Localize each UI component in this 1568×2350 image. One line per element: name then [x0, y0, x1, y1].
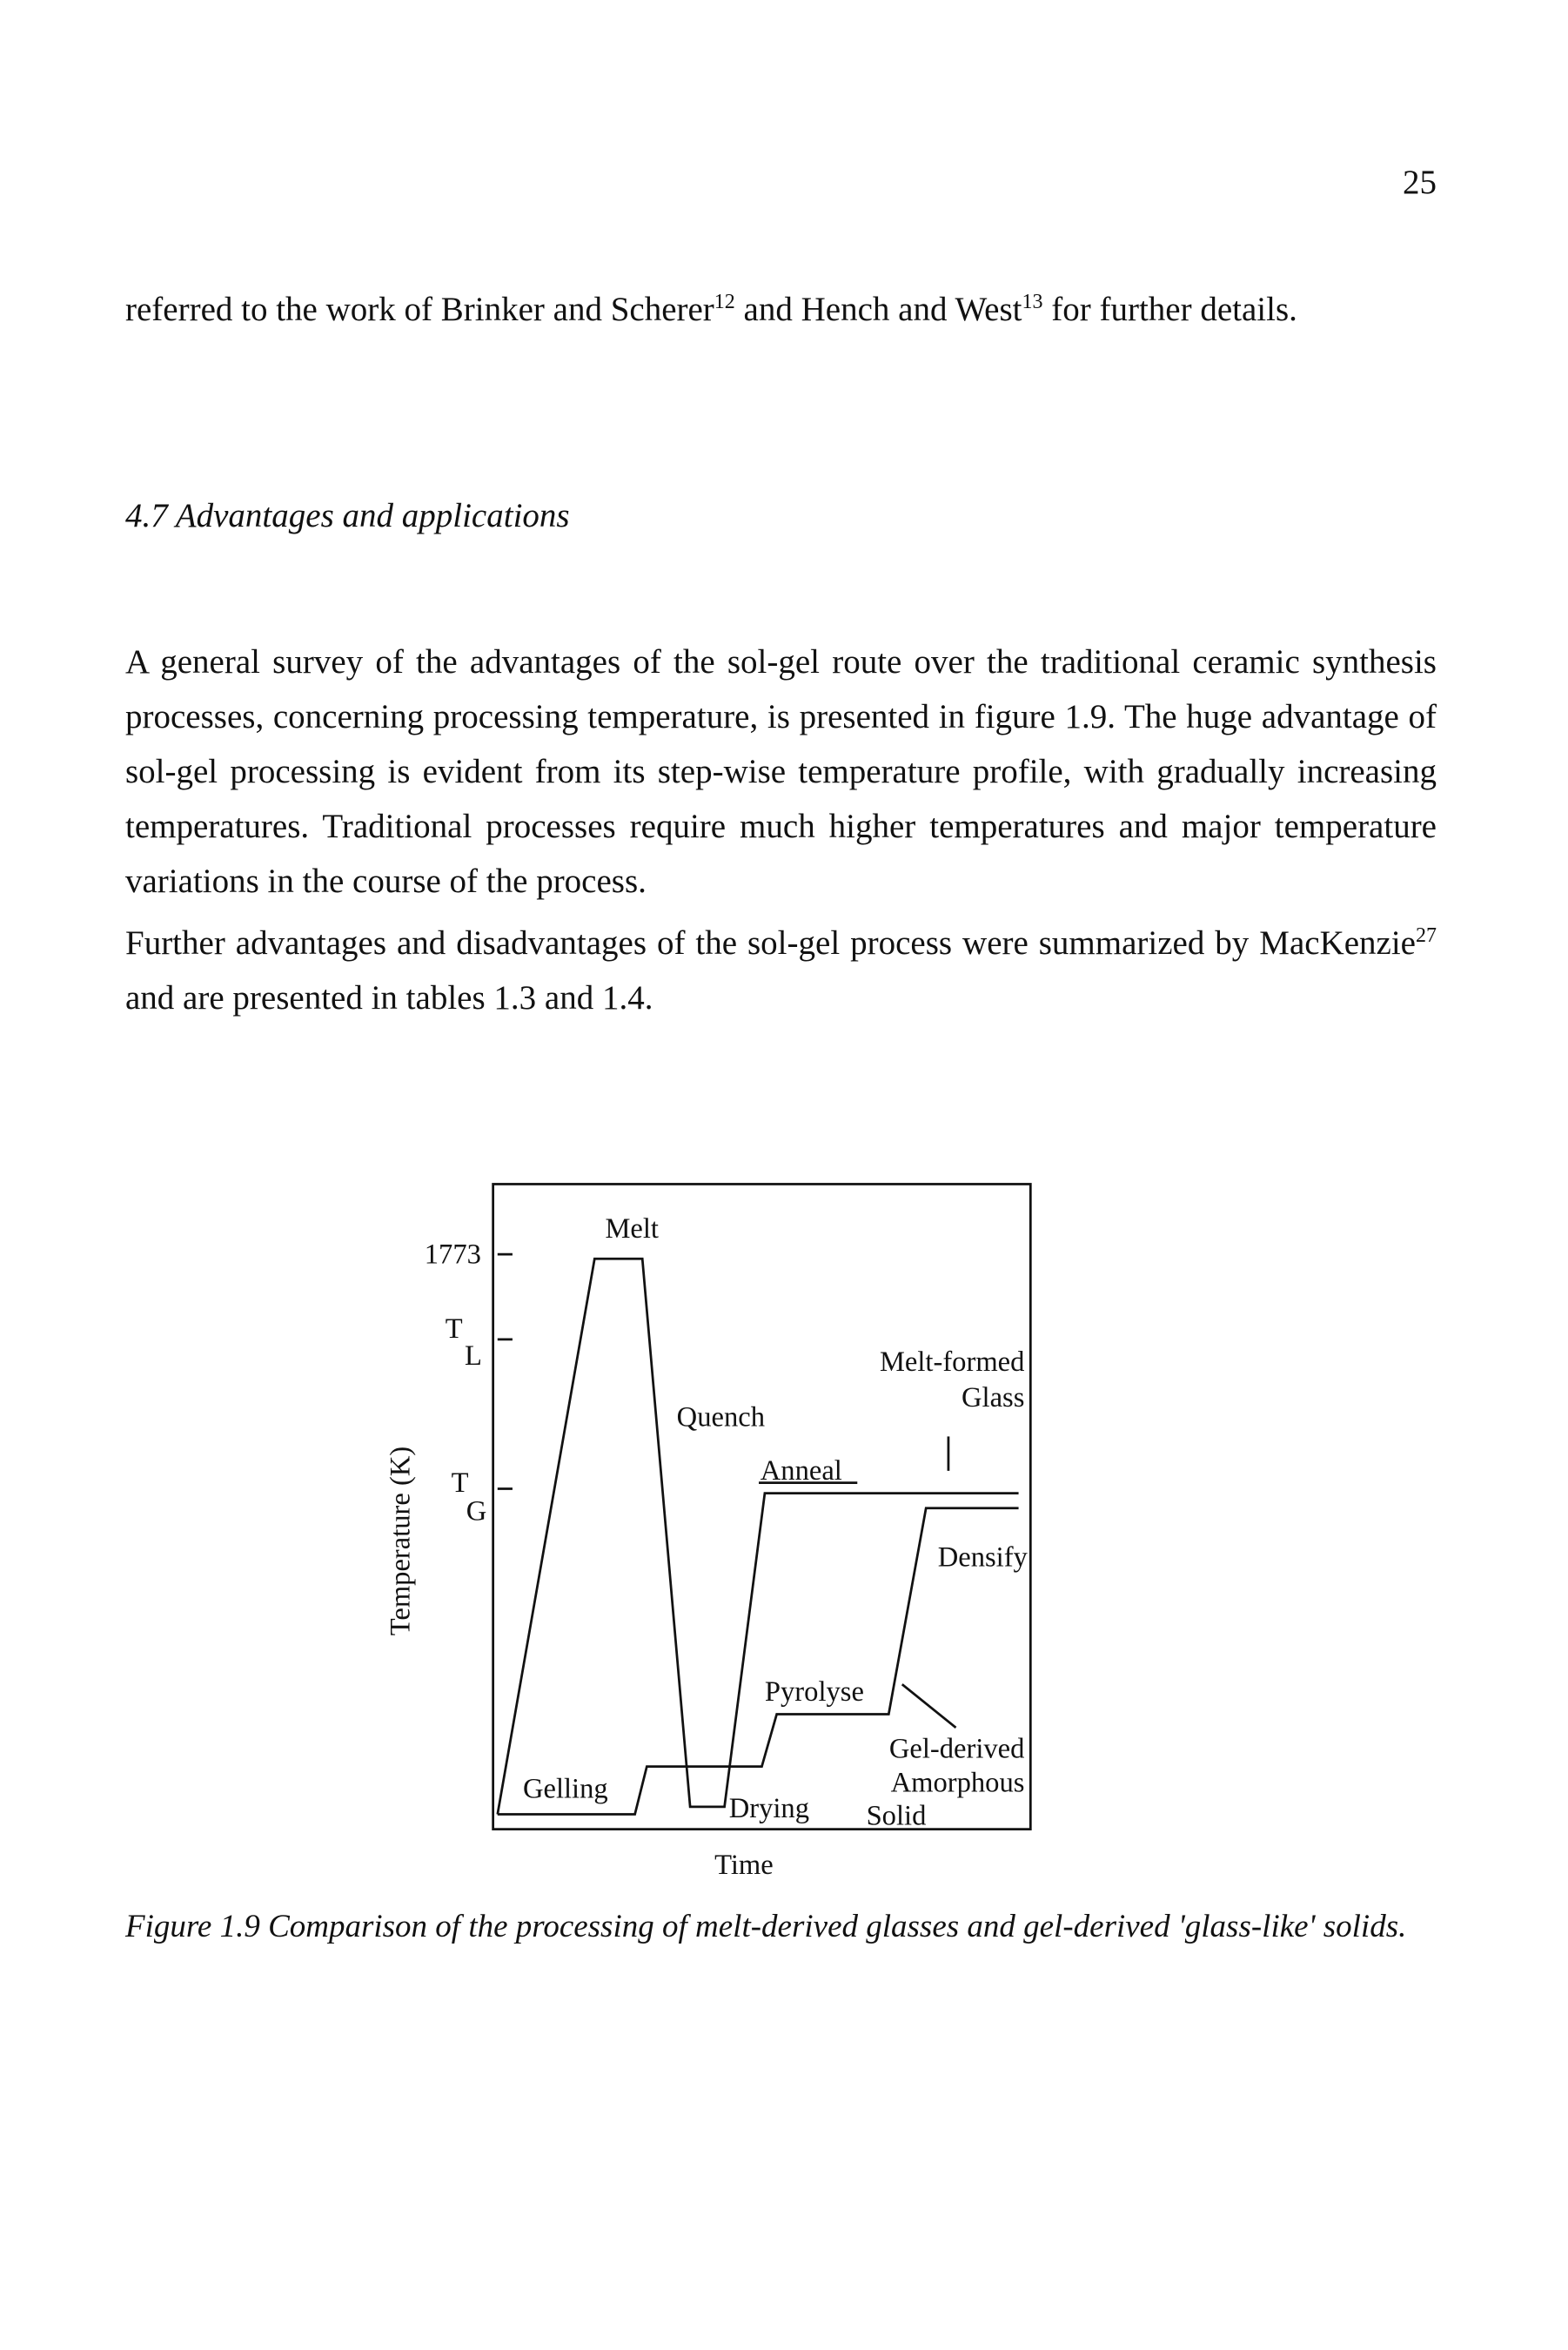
melt-curve: [496, 1257, 1019, 1815]
pointer: [901, 1683, 957, 1729]
label: Glass: [962, 1382, 1024, 1413]
tick-subscript: G: [466, 1495, 487, 1527]
section-heading: 4.7 Advantages and applications: [125, 497, 570, 534]
paragraph: A general survey of the advantages of th…: [125, 634, 1437, 909]
label: Quench: [677, 1401, 765, 1433]
text: and are presented in tables 1.3 and 1.4.: [125, 979, 653, 1017]
label: Gel-derived: [889, 1733, 1025, 1764]
label: Melt: [605, 1213, 659, 1245]
figure: 1773 T L T G Temperature (K) Time Melt Q…: [385, 1183, 1032, 1881]
text: A general survey of the advantages of th…: [125, 643, 1437, 900]
label: Densify: [938, 1542, 1029, 1574]
tick-label: 1773: [425, 1239, 481, 1270]
tick-label: T: [452, 1467, 469, 1499]
text: Further advantages and disadvantages of …: [125, 924, 1416, 962]
paragraph: referred to the work of Brinker and Sche…: [125, 282, 1437, 337]
label: Drying: [729, 1793, 809, 1824]
label: Solid: [867, 1800, 927, 1831]
page-number: 25: [1403, 164, 1437, 201]
citation: 12: [714, 291, 735, 313]
x-axis-label: Time: [714, 1850, 774, 1881]
text: referred to the work of Brinker and Sche…: [125, 291, 714, 328]
paragraph: Further advantages and disadvantages of …: [125, 916, 1437, 1025]
frame: [492, 1183, 1032, 1831]
label: Anneal: [761, 1455, 842, 1487]
figure-caption: Figure 1.9 Comparison of the processing …: [125, 1909, 1407, 1944]
tick-subscript: L: [465, 1340, 482, 1372]
text: and Hench and West: [734, 291, 1022, 328]
citation: 27: [1416, 924, 1437, 947]
label: Amorphous: [891, 1768, 1025, 1799]
tick-label: T: [446, 1313, 463, 1345]
label: Pyrolyse: [765, 1676, 864, 1708]
citation: 13: [1022, 291, 1043, 313]
label: Gelling: [523, 1774, 608, 1805]
label: Melt-formed: [880, 1346, 1024, 1378]
y-axis-label: Temperature (K): [385, 1447, 417, 1636]
gel-curve: [497, 1507, 1019, 1816]
text: for further details.: [1042, 291, 1297, 328]
